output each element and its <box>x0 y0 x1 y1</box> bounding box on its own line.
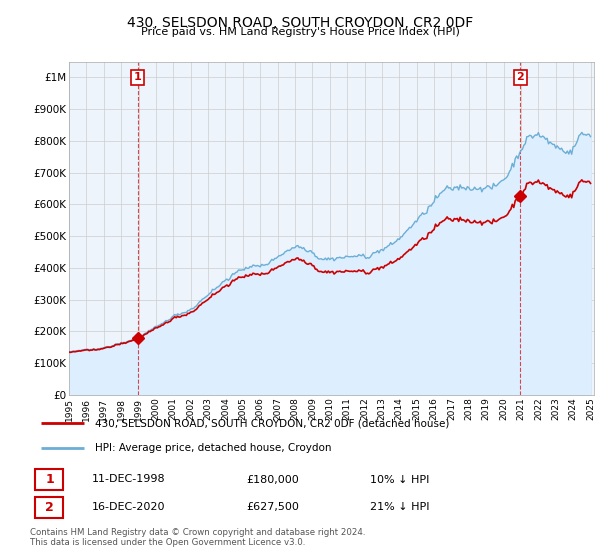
Text: Price paid vs. HM Land Registry's House Price Index (HPI): Price paid vs. HM Land Registry's House … <box>140 27 460 37</box>
Text: HPI: Average price, detached house, Croydon: HPI: Average price, detached house, Croy… <box>95 442 331 452</box>
Text: 21% ↓ HPI: 21% ↓ HPI <box>370 502 430 512</box>
Text: 11-DEC-1998: 11-DEC-1998 <box>92 474 166 484</box>
Text: 430, SELSDON ROAD, SOUTH CROYDON, CR2 0DF (detached house): 430, SELSDON ROAD, SOUTH CROYDON, CR2 0D… <box>95 418 449 428</box>
FancyBboxPatch shape <box>35 497 64 517</box>
Text: 16-DEC-2020: 16-DEC-2020 <box>92 502 166 512</box>
Text: £180,000: £180,000 <box>246 474 299 484</box>
Text: £627,500: £627,500 <box>246 502 299 512</box>
Text: 1: 1 <box>134 72 142 82</box>
Text: 2: 2 <box>517 72 524 82</box>
FancyBboxPatch shape <box>35 469 64 490</box>
Text: 10% ↓ HPI: 10% ↓ HPI <box>370 474 430 484</box>
Text: Contains HM Land Registry data © Crown copyright and database right 2024.
This d: Contains HM Land Registry data © Crown c… <box>30 528 365 547</box>
Text: 1: 1 <box>45 473 54 486</box>
Text: 430, SELSDON ROAD, SOUTH CROYDON, CR2 0DF: 430, SELSDON ROAD, SOUTH CROYDON, CR2 0D… <box>127 16 473 30</box>
Text: 2: 2 <box>45 501 54 514</box>
